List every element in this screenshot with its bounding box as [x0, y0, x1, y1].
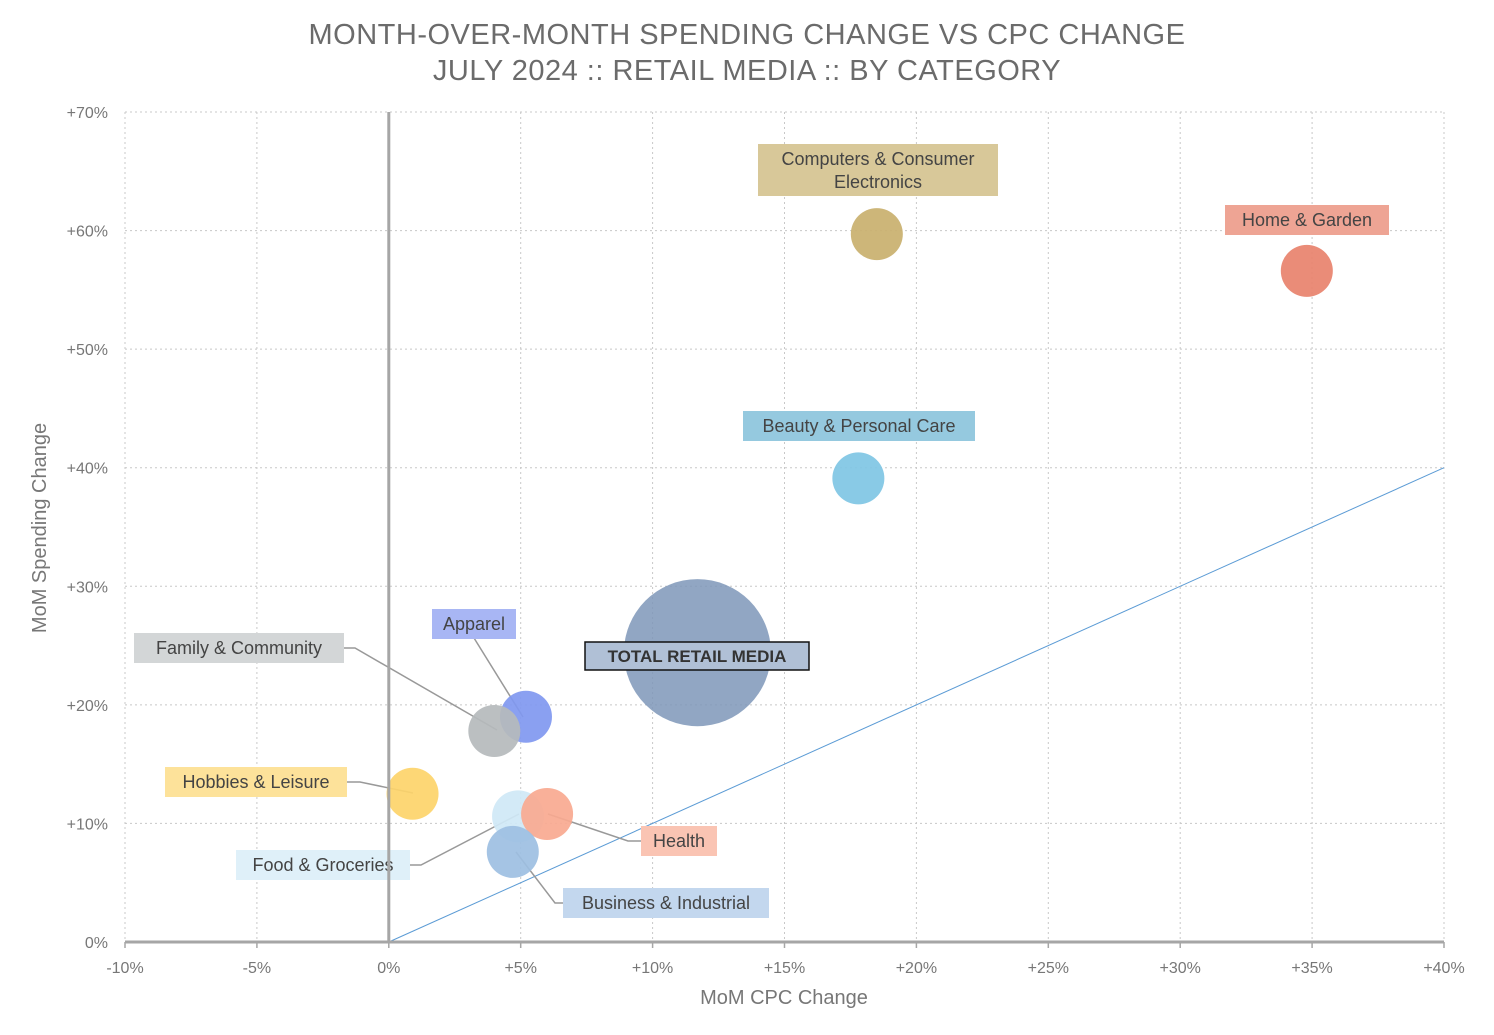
x-tick-label: +30% [1160, 960, 1201, 977]
y-tick-label: +10% [67, 816, 108, 833]
x-tick-label: +20% [896, 960, 937, 977]
y-tick-label: +50% [67, 342, 108, 359]
label-box-family-and-community [134, 633, 344, 663]
label-computers-and-consumer-electronics-line1: Computers & Consumer [781, 149, 974, 169]
bubble-hobbies-and-leisure [386, 767, 439, 820]
label-health: Health [653, 831, 705, 851]
x-tick-label: +40% [1423, 960, 1464, 977]
reference-line-group [388, 467, 1445, 943]
label-apparel: Apparel [443, 614, 505, 634]
tick-labels: -10% -5% 0% +5% +10% +15% +20% +25% +30% +35% +40%… [67, 105, 1465, 977]
chart-subtitle: JULY 2024 :: RETAIL MEDIA :: BY CATEGORY [433, 55, 1061, 87]
axes [124, 112, 1445, 948]
label-box-hobbies-and-leisure [165, 767, 347, 797]
label-beauty-and-personal-care: Beauty & Personal Care [762, 416, 955, 436]
leader-food-and-groceries [410, 813, 520, 866]
label-box-apparel [432, 609, 516, 639]
category-labels: Computers & Consumer Electronics Home & Ga… [134, 144, 1389, 918]
bubble-family-and-community [468, 704, 521, 757]
bubbles [386, 208, 1333, 878]
bubble-health [521, 787, 574, 840]
label-box-beauty-and-personal-care [743, 411, 975, 441]
x-tick-label: -10% [106, 960, 143, 977]
label-home-and-garden: Home & Garden [1242, 210, 1372, 230]
y-tick-label: +60% [67, 224, 108, 241]
x-tick-label: +25% [1028, 960, 1069, 977]
bubble-business-and-industrial [486, 825, 539, 878]
grid [124, 111, 1445, 942]
reference-line [388, 467, 1445, 943]
bubble-computers-and-consumer-electronics [850, 208, 903, 261]
y-tick-label: +20% [67, 698, 108, 715]
leader-family-and-community [344, 647, 498, 731]
leader-health [547, 813, 641, 842]
x-tick-label: +15% [764, 960, 805, 977]
x-tick-label: +35% [1291, 960, 1332, 977]
chart-title: MONTH-OVER-MONTH SPENDING CHANGE VS CPC … [309, 19, 1186, 51]
label-food-and-groceries: Food & Groceries [252, 855, 393, 875]
y-tick-label: +30% [67, 579, 108, 596]
label-box-business-and-industrial [563, 888, 769, 918]
label-box-home-and-garden [1225, 205, 1389, 235]
y-tick-label: +70% [67, 105, 108, 122]
y-axis-label: MoM Spending Change [29, 423, 51, 633]
label-family-and-community: Family & Community [156, 638, 322, 658]
y-tick-label: 0% [85, 935, 108, 952]
y-tick-label: +40% [67, 461, 108, 478]
x-tick-label: -5% [243, 960, 271, 977]
label-computers-and-consumer-electronics-line2: Electronics [834, 172, 922, 192]
label-box-food-and-groceries [236, 850, 410, 880]
x-tick-label: +5% [504, 960, 536, 977]
label-hobbies-and-leisure: Hobbies & Leisure [182, 772, 329, 792]
label-box-computers-and-consumer-electronics [758, 144, 998, 196]
label-business-and-industrial: Business & Industrial [582, 893, 750, 913]
x-tick-label: +10% [632, 960, 673, 977]
label-box-health [641, 826, 717, 856]
x-tick-label: 0% [377, 960, 400, 977]
label-total-retail-media: TOTAL RETAIL MEDIA [608, 647, 787, 666]
x-axis-label: MoM CPC Change [700, 987, 868, 1009]
bubble-beauty-and-personal-care [832, 452, 885, 505]
bubble-home-and-garden [1280, 244, 1333, 297]
label-box-total-retail-media [584, 641, 810, 671]
